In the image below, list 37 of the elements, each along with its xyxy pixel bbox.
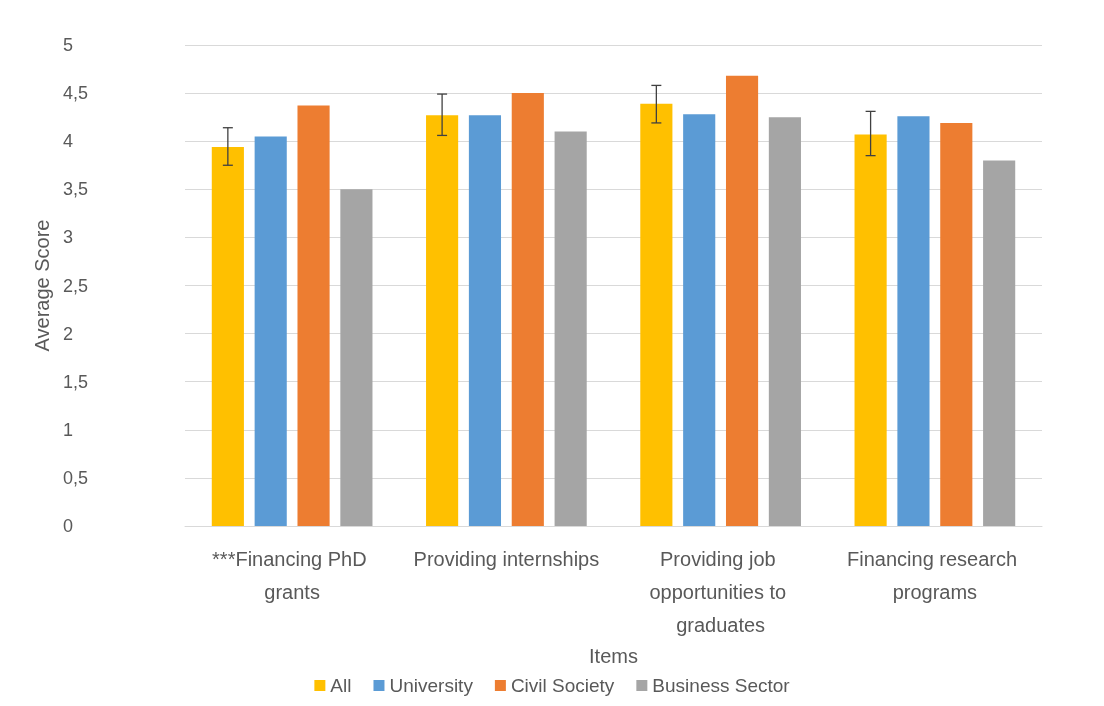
bar: [426, 115, 459, 526]
bar: [854, 134, 887, 526]
y-tick-label: 4: [63, 131, 74, 152]
bar: [683, 114, 716, 526]
bar: [725, 75, 759, 526]
y-tick-label: 2,5: [63, 275, 89, 296]
legend-label: Civil Society: [510, 675, 615, 696]
bar: [297, 105, 330, 526]
bar: [897, 116, 930, 526]
x-axis-title: Items: [589, 645, 638, 667]
y-tick-label: 1,5: [63, 371, 89, 392]
bar: [983, 160, 1016, 526]
bar: [554, 131, 587, 526]
x-tick-label: Providing job opportunities to graduates: [649, 547, 792, 636]
bar: [340, 189, 373, 526]
legend-label: All: [330, 675, 352, 696]
bar: [511, 93, 544, 526]
y-tick-label: 2: [63, 323, 74, 344]
x-tick-label: Providing internships: [413, 547, 600, 570]
legend-label: Business Sector: [652, 675, 791, 696]
bar: [211, 146, 244, 526]
bar: [254, 136, 287, 526]
y-tick-label: 5: [63, 35, 74, 55]
legend-label: University: [389, 675, 474, 696]
bar: [940, 122, 973, 526]
y-tick-label: 0,5: [63, 467, 89, 488]
bar: [768, 117, 801, 526]
bar: [468, 115, 502, 526]
y-tick-label: 4,5: [63, 83, 89, 104]
y-tick-label: 3,5: [63, 179, 89, 200]
x-tick-label: ***Financing PhD grants: [212, 547, 373, 603]
y-axis-title: Average Score: [31, 219, 54, 352]
x-tick-label: Financing research programs: [847, 547, 1023, 603]
y-tick-label: 1: [63, 419, 74, 440]
bar: [640, 103, 673, 526]
y-tick-label: 3: [63, 227, 74, 248]
y-tick-label: 0: [63, 516, 74, 536]
